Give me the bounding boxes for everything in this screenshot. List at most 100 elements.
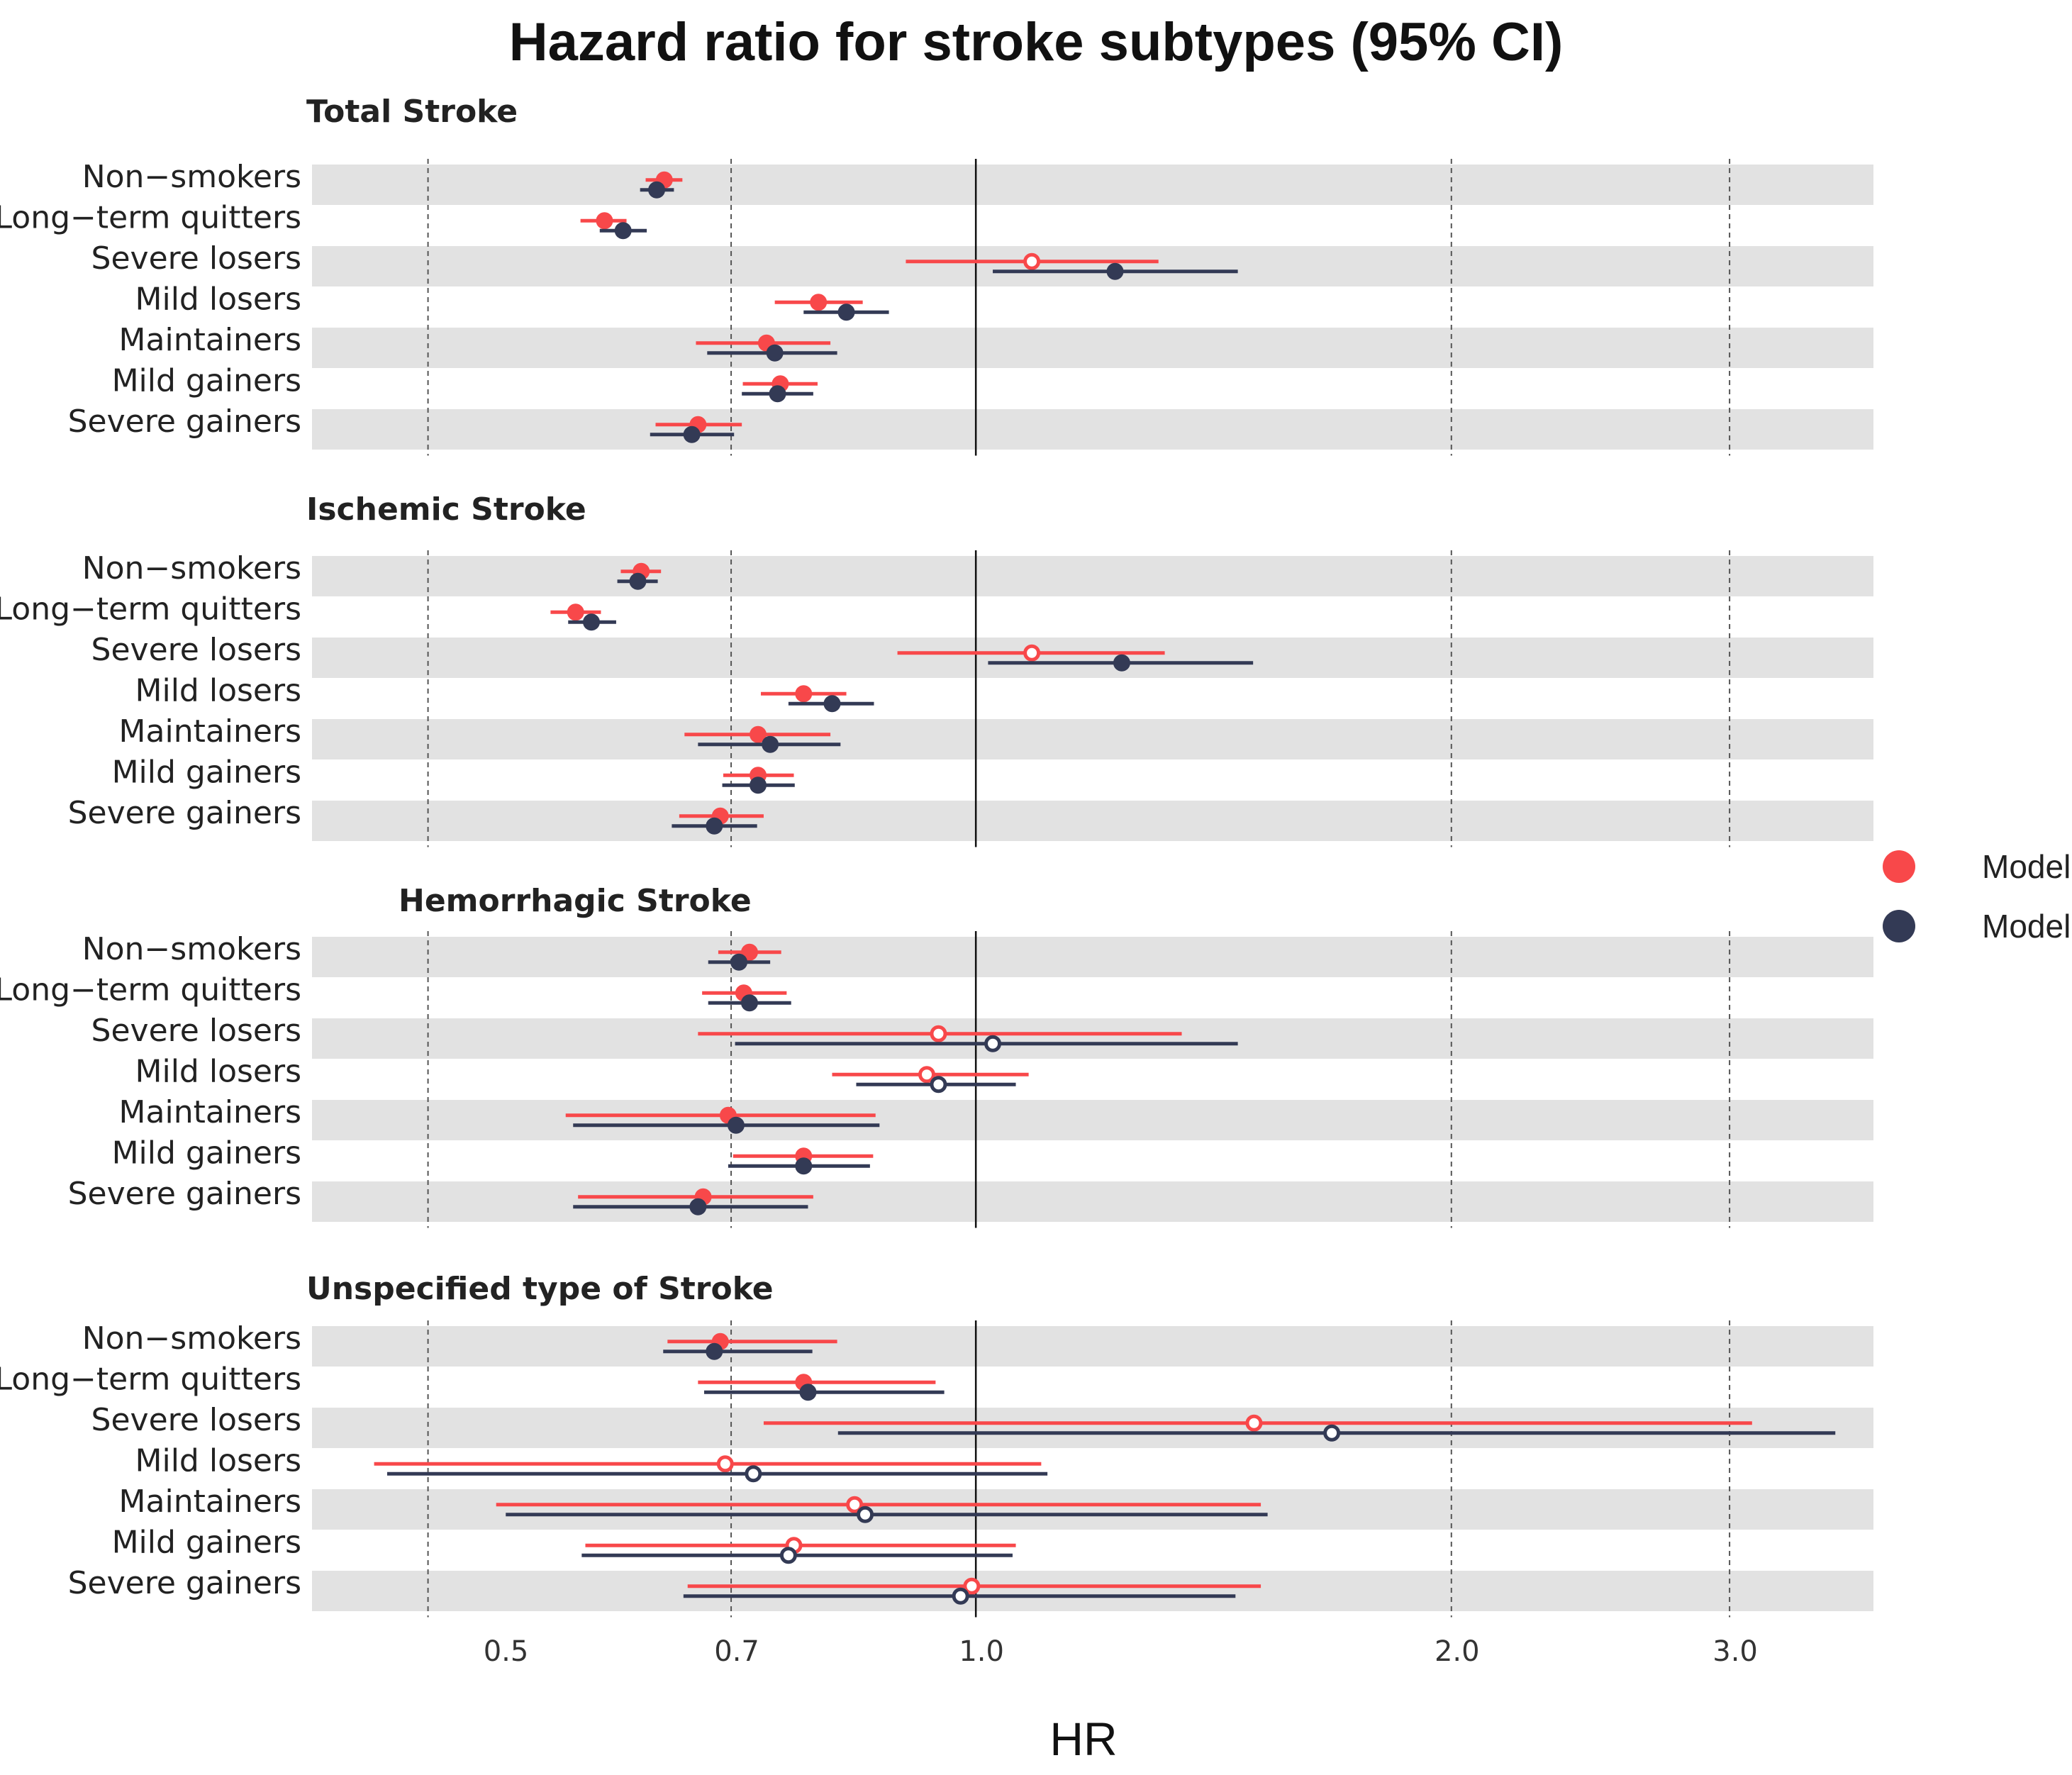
hr-point-model1 xyxy=(740,994,758,1012)
hr-point-model1-open xyxy=(1323,1424,1341,1442)
hr-point-model2 xyxy=(810,294,828,311)
hr-point-model1 xyxy=(799,1384,817,1401)
hr-point-model2 xyxy=(750,725,767,743)
hr-point-model1 xyxy=(648,181,666,199)
hr-point-model1 xyxy=(629,572,647,590)
row-label: Mild gainers xyxy=(112,362,301,399)
legend-marker-model2 xyxy=(1883,850,1915,883)
hr-point-model1 xyxy=(750,777,767,794)
row-band xyxy=(312,801,1873,841)
x-axis-ticks: 0.5 0.7 1.0 2.0 3.0 xyxy=(484,1635,1758,1668)
row-label: Non−smokers xyxy=(82,159,301,195)
hr-point-model1-open xyxy=(779,1547,797,1564)
row-label: Maintainers xyxy=(119,713,301,750)
hr-point-model1 xyxy=(1106,262,1124,280)
row-label: Severe gainers xyxy=(68,795,301,831)
hr-point-model2-open xyxy=(963,1577,981,1595)
hr-point-model2-open xyxy=(1023,644,1041,662)
row-label: Maintainers xyxy=(119,322,301,358)
row-label: Severe losers xyxy=(91,1402,301,1438)
row-label: Mild losers xyxy=(135,672,301,708)
row-label: Long−term quitters xyxy=(0,1361,301,1397)
hr-point-model1-open xyxy=(745,1465,762,1483)
hr-point-model1-open xyxy=(952,1587,969,1605)
x-tick-label: 1.0 xyxy=(959,1635,1004,1668)
row-band xyxy=(312,1181,1873,1222)
legend-label-model1: Model1 xyxy=(1982,908,2072,945)
row-label: Severe losers xyxy=(91,632,301,668)
row-band xyxy=(312,1408,1873,1448)
hr-point-model1 xyxy=(582,613,600,631)
row-band xyxy=(312,1571,1873,1611)
row-band xyxy=(312,719,1873,759)
row-band xyxy=(312,556,1873,596)
hr-point-model2 xyxy=(795,685,813,703)
row-band xyxy=(312,638,1873,678)
legend: Model2 Model1 xyxy=(1883,848,2072,945)
legend-label-model2: Model2 xyxy=(1982,848,2072,885)
hr-point-model2 xyxy=(567,603,584,621)
hr-point-model1 xyxy=(706,817,723,835)
hr-point-model1 xyxy=(730,953,748,971)
row-label: Non−smokers xyxy=(82,550,301,586)
hr-point-model1 xyxy=(727,1116,745,1134)
row-label: Non−smokers xyxy=(82,931,301,967)
row-label: Maintainers xyxy=(119,1484,301,1520)
row-band xyxy=(312,937,1873,977)
hr-point-model2-open xyxy=(716,1455,734,1473)
panel-title: Total Stroke xyxy=(306,94,518,130)
hr-point-model1 xyxy=(769,385,786,403)
row-band xyxy=(312,1489,1873,1530)
row-band xyxy=(312,328,1873,368)
row-label: Long−term quitters xyxy=(0,591,301,627)
row-label: Severe gainers xyxy=(68,1565,301,1601)
hr-point-model1-open xyxy=(857,1506,874,1523)
row-label: Mild losers xyxy=(135,1053,301,1089)
x-tick-label: 3.0 xyxy=(1712,1635,1758,1668)
row-band xyxy=(312,1018,1873,1059)
hr-point-model2-open xyxy=(918,1066,935,1084)
row-label: Mild losers xyxy=(135,1442,301,1479)
hr-point-model1 xyxy=(683,425,701,443)
row-label: Mild gainers xyxy=(112,1135,301,1171)
row-label: Long−term quitters xyxy=(0,972,301,1008)
row-label: Non−smokers xyxy=(82,1320,301,1357)
x-tick-label: 0.5 xyxy=(484,1635,529,1668)
row-band xyxy=(312,165,1873,205)
row-label: Mild gainers xyxy=(112,754,301,790)
x-axis-title: HR xyxy=(1049,1713,1117,1765)
row-label: Long−term quitters xyxy=(0,199,301,235)
hr-point-model1 xyxy=(766,344,784,362)
hr-point-model2-open xyxy=(1245,1414,1263,1432)
chart-title: Hazard ratio for stroke subtypes (95% CI… xyxy=(509,12,1564,72)
hr-point-model2-open xyxy=(930,1025,947,1042)
row-band xyxy=(312,409,1873,450)
hr-point-model1 xyxy=(1113,654,1130,672)
legend-marker-model1 xyxy=(1883,910,1915,942)
panel-title: Unspecified type of Stroke xyxy=(306,1271,774,1307)
row-label: Mild gainers xyxy=(112,1524,301,1560)
x-tick-label: 0.7 xyxy=(714,1635,759,1668)
panel-title: Ischemic Stroke xyxy=(306,491,586,528)
hr-point-model1 xyxy=(837,304,855,321)
row-band xyxy=(312,1100,1873,1140)
hr-point-model2 xyxy=(596,212,613,230)
hr-point-model1 xyxy=(706,1342,723,1360)
row-label: Severe gainers xyxy=(68,1176,301,1212)
row-band xyxy=(312,246,1873,286)
hr-point-model1 xyxy=(689,1198,707,1215)
row-label: Severe gainers xyxy=(68,404,301,440)
hr-point-model1-open xyxy=(984,1035,1002,1052)
panel-hemorrhagic-stroke: Hemorrhagic Stroke Non−smokers Long−term q… xyxy=(0,883,1873,1228)
hr-point-model2-open xyxy=(846,1496,864,1513)
row-label: Maintainers xyxy=(119,1094,301,1130)
row-label: Severe losers xyxy=(91,240,301,277)
hr-point-model2-open xyxy=(1023,252,1041,270)
x-tick-label: 2.0 xyxy=(1435,1635,1480,1668)
row-label: Severe losers xyxy=(91,1013,301,1049)
